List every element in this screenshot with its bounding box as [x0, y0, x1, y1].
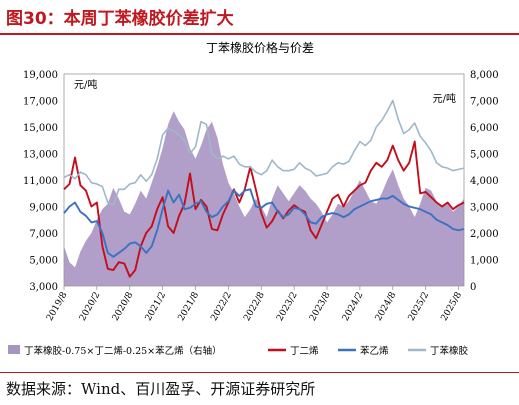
right-tick-label: 3,000 [470, 203, 499, 214]
right-tick-label: 8,000 [470, 70, 499, 81]
x-tick-label: 2020/8 [111, 290, 136, 323]
legend-label-spread: 丁苯橡胶-0.75×丁二烯-0.25×苯乙烯（右轴） [24, 345, 222, 357]
figure-title: 图30：本周丁苯橡胶价差扩大 [6, 9, 234, 29]
series-spread-area [64, 111, 464, 286]
right-tick-label: 2,000 [470, 229, 499, 240]
x-axis: 2019/8 2020/2 2020/8 2021/2 2021/8 2022/2 2022… [45, 286, 464, 323]
series-styrene-line [63, 188, 465, 258]
x-tick-label: 2022/8 [242, 290, 267, 323]
left-tick-label: 9,000 [29, 203, 58, 214]
x-tick-label: 2019/8 [45, 290, 70, 323]
x-tick-label: 2024/2 [341, 291, 365, 323]
series-butadiene-line [63, 140, 465, 278]
right-tick-label: 5,000 [470, 150, 499, 161]
x-tick-label: 2020/2 [78, 291, 102, 323]
legend: 丁苯橡胶-0.75×丁二烯-0.25×苯乙烯（右轴） 丁二烯 苯乙烯 丁苯橡胶 [8, 345, 469, 357]
left-tick-label: 7,000 [29, 229, 58, 240]
right-axis: 0 1,000 2,000 3,000 4,000 5,000 6,000 7,000 8,00… [470, 70, 499, 293]
source-note: 数据来源：Wind、百川盈孚、开源证券研究所 [6, 380, 316, 398]
right-tick-label: 0 [470, 282, 476, 293]
left-tick-label: 5,000 [29, 256, 58, 267]
left-tick-label: 11,000 [23, 176, 58, 187]
line-layer [63, 99, 465, 278]
spread-area-layer [64, 111, 464, 286]
x-tick-label: 2021/2 [144, 291, 168, 323]
x-tick-label: 2023/8 [308, 290, 333, 323]
left-unit-label: 元/吨 [74, 78, 97, 91]
left-tick-label: 15,000 [23, 123, 58, 134]
x-tick-label: 2022/2 [209, 291, 233, 323]
legend-label-styrene: 苯乙烯 [360, 345, 389, 357]
x-tick-label: 2021/8 [177, 290, 202, 323]
right-unit-label: 元/吨 [433, 92, 456, 105]
plot-frame [63, 73, 465, 287]
left-tick-label: 19,000 [23, 70, 58, 81]
x-tick-label: 2025/2 [407, 291, 431, 323]
left-tick-label: 13,000 [23, 150, 58, 161]
left-axis: 3,000 5,000 7,000 9,000 11,000 13,000 15,000 17… [23, 70, 58, 293]
right-tick-label: 6,000 [470, 123, 499, 134]
legend-swatch-spread [8, 345, 20, 354]
x-tick-label: 2023/2 [275, 291, 299, 323]
x-tick-label: 2025/8 [440, 290, 465, 323]
right-tick-label: 1,000 [470, 256, 499, 267]
x-tick-label: 2024/8 [374, 290, 399, 323]
title-rule [0, 33, 519, 35]
left-tick-label: 3,000 [29, 282, 58, 293]
legend-label-sbr: 丁苯橡胶 [430, 345, 469, 357]
right-tick-label: 7,000 [470, 97, 499, 108]
bottom-rule [0, 372, 519, 373]
chart: 丁苯橡胶价格与价差 3,000 5,000 7,000 9,000 11,000 13,0… [8, 40, 499, 357]
left-tick-label: 17,000 [23, 97, 58, 108]
chart-title: 丁苯橡胶价格与价差 [206, 40, 314, 55]
legend-label-butadiene: 丁二烯 [290, 345, 319, 357]
right-tick-label: 4,000 [470, 176, 499, 187]
series-sbr-line [63, 99, 465, 206]
